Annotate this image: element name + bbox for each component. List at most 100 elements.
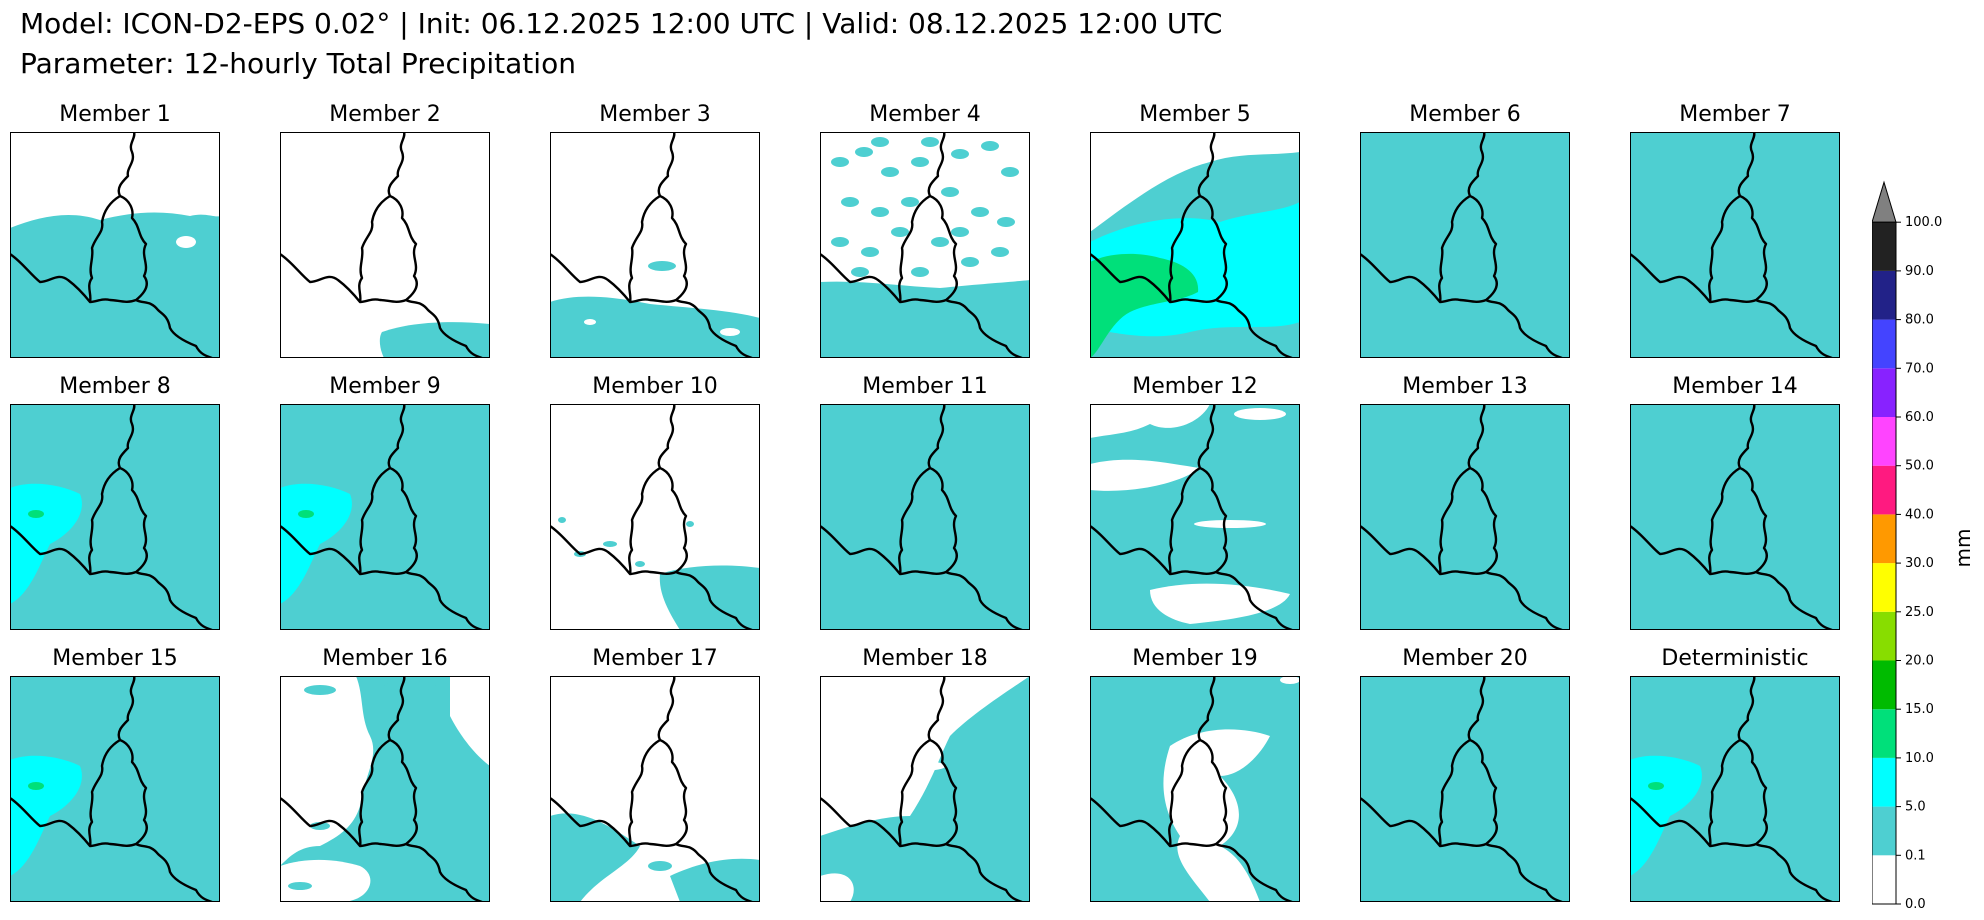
dry-area (280, 859, 371, 902)
map-panel (1360, 132, 1570, 358)
map-panel (280, 404, 490, 630)
colorbar-tick-label: 70.0 (1905, 361, 1934, 376)
panel-title: Member 19 (1132, 646, 1258, 671)
country-border-line (10, 404, 213, 630)
panel-title: Member 11 (862, 374, 988, 399)
precip-light-area (670, 858, 760, 902)
panel-title: Deterministic (1661, 646, 1809, 671)
precip-light-area (820, 280, 1030, 358)
dry-patch (1194, 520, 1266, 528)
country-border-line (1360, 676, 1563, 902)
precip-light-area (1630, 676, 1840, 902)
precip-cell (991, 247, 1009, 257)
colorbar-unit-label: mm (1951, 529, 1975, 568)
precip-cell (921, 137, 939, 147)
panel-frame (1360, 404, 1570, 630)
precip-cell (584, 319, 596, 325)
dry-patch (1280, 676, 1300, 684)
panel-frame (1360, 132, 1570, 358)
country-border-line (1090, 132, 1293, 358)
map-panel (280, 132, 490, 358)
panel-title: Member 10 (592, 374, 718, 399)
panel-title: Member 6 (1409, 102, 1521, 127)
precip-light-area (10, 404, 220, 630)
precip-cell (635, 561, 645, 567)
colorbar-segment (1872, 465, 1896, 515)
colorbar-tick-label: 0.1 (1905, 848, 1926, 863)
colorbar-segment (1872, 855, 1896, 904)
panel-frame (1090, 404, 1300, 630)
panel-frame (10, 676, 220, 902)
panel-title: Member 15 (52, 646, 178, 671)
panel-frame (1360, 676, 1570, 902)
precip-cell (288, 882, 312, 890)
map-panel (10, 676, 220, 902)
precip-moderate-area (10, 483, 82, 604)
colorbar-segment (1872, 660, 1896, 710)
panel-title: Member 7 (1679, 102, 1791, 127)
map-panel (10, 404, 220, 630)
precip-cell (304, 685, 336, 695)
dry-patch (1090, 404, 1210, 438)
country-border-line (1090, 404, 1293, 630)
precip-cell (971, 207, 989, 217)
panel-title: Member 1 (59, 102, 171, 127)
country-border-line (10, 676, 213, 902)
panel-title: Member 9 (329, 374, 441, 399)
precip-cell (871, 207, 889, 217)
figure-title-line1: Model: ICON-D2-EPS 0.02° | Init: 06.12.2… (20, 7, 1223, 40)
figure-header: Model: ICON-D2-EPS 0.02° | Init: 06.12.2… (20, 4, 1222, 84)
panel-frame (1630, 676, 1840, 902)
panel-title: Member 16 (322, 646, 448, 671)
panel-title: Member 8 (59, 374, 171, 399)
precip-cell (981, 141, 999, 151)
map-panel (1090, 132, 1300, 358)
country-border-line (820, 404, 1023, 630)
precip-cell (851, 267, 869, 277)
panel-frame (550, 676, 760, 902)
dry-patch (1234, 408, 1286, 420)
precip-light-area (550, 296, 760, 358)
colorbar-segment (1872, 319, 1896, 369)
panel-frame (1630, 404, 1840, 630)
panel-frame (1090, 676, 1300, 902)
colorbar-segment (1872, 611, 1896, 661)
panel-title: Member 20 (1402, 646, 1528, 671)
colorbar-segment (1872, 806, 1896, 856)
colorbar-extend-arrow (1872, 180, 1897, 223)
precip-light-area (1360, 132, 1570, 358)
precip-moderate-area (1630, 755, 1702, 876)
map-panel (550, 404, 760, 630)
country-border-line (10, 132, 213, 358)
map-panel (820, 132, 1030, 358)
dry-area (450, 676, 490, 766)
panel-frame (10, 404, 220, 630)
map-panel (1360, 404, 1570, 630)
dry-patch (176, 236, 196, 248)
panel-title: Member 4 (869, 102, 981, 127)
map-panel (550, 132, 760, 358)
precip-light-area (1630, 404, 1840, 630)
precip-light-area (10, 212, 220, 358)
dry-area (1163, 729, 1270, 902)
panel-title: Member 13 (1402, 374, 1528, 399)
precip-cell (881, 167, 899, 177)
precip-cell (997, 217, 1015, 227)
dry-patch (894, 761, 946, 771)
panel-frame (550, 404, 760, 630)
precip-cell (686, 521, 694, 527)
colorbar-tick-label: 80.0 (1905, 313, 1934, 328)
map-panel (820, 404, 1030, 630)
precip-light-area (1360, 676, 1570, 902)
country-border-line (550, 676, 753, 902)
panel-frame (280, 404, 490, 630)
panel-frame (820, 132, 1030, 358)
precip-moderate-area (280, 483, 352, 604)
panel-title: Member 5 (1139, 102, 1251, 127)
precip-light-area (820, 404, 1030, 630)
precip-cell (931, 237, 949, 247)
panel-title: Member 12 (1132, 374, 1258, 399)
country-border-line (280, 132, 483, 358)
precip-heavy-cell (28, 510, 44, 518)
map-panel (1360, 676, 1570, 902)
